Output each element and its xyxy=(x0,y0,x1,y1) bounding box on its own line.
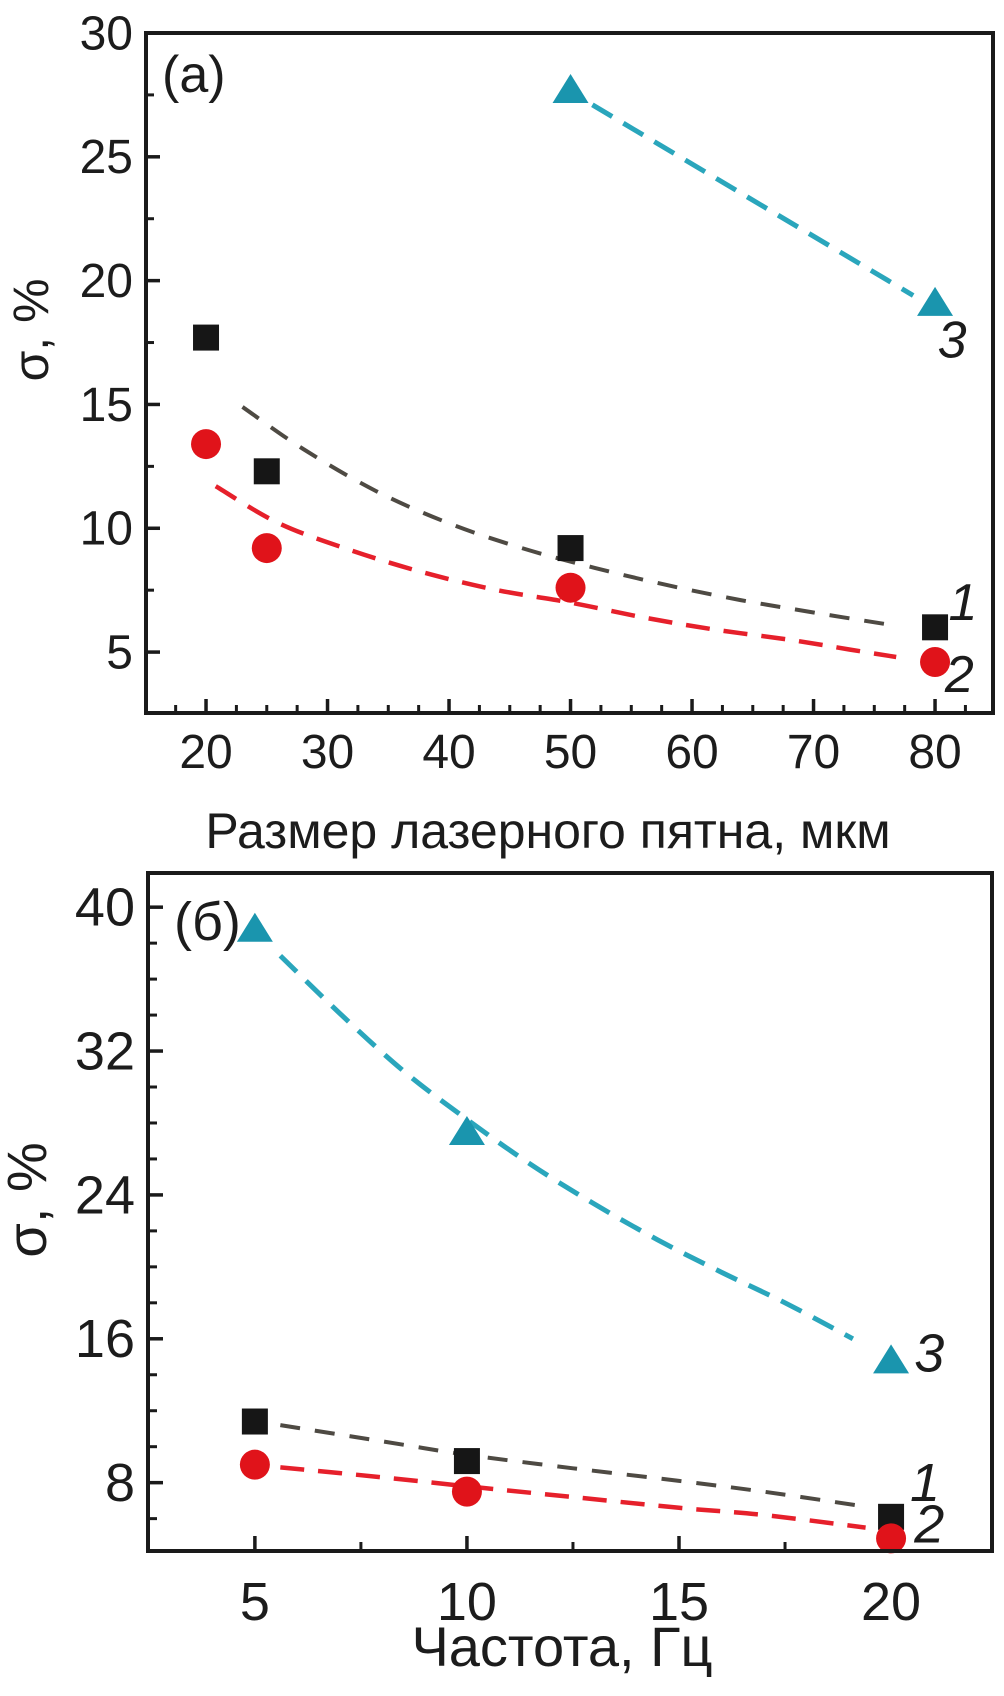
y-tick-label: 16 xyxy=(75,1309,135,1369)
y-tick-label: 15 xyxy=(80,379,133,432)
x-tick-label: 30 xyxy=(301,726,354,779)
x-tick-label: 80 xyxy=(908,726,961,779)
y-axis-label: σ, % xyxy=(0,1142,58,1257)
data-point-circle xyxy=(920,646,951,677)
trend-line xyxy=(280,1423,862,1508)
data-point-triangle xyxy=(448,1115,485,1145)
data-point-triangle xyxy=(873,1344,910,1374)
data-point-circle xyxy=(239,1449,270,1480)
x-tick-label: 15 xyxy=(649,1572,709,1632)
chart-panel-(a): 20 30 40 50 60 70 80 5 10 15 20 25 30 1 2 3 (a) Размер ла… xyxy=(3,7,995,859)
data-point-circle xyxy=(876,1523,907,1554)
data-point-square xyxy=(922,614,949,641)
x-tick-label: 50 xyxy=(544,726,597,779)
data-point-circle xyxy=(251,533,282,564)
series-3-triangle xyxy=(552,73,954,316)
y-axis-label: σ, % xyxy=(3,278,59,381)
y-tick-label: 5 xyxy=(106,626,133,679)
plot-frame xyxy=(144,31,995,715)
data-point-circle xyxy=(555,572,586,603)
y-tick-label: 40 xyxy=(75,878,135,938)
plot-frame xyxy=(146,871,994,1553)
y-tick-label: 24 xyxy=(75,1165,135,1225)
series-2-circle xyxy=(191,429,951,677)
panel-label: (б) xyxy=(174,892,241,952)
y-tick-label: 20 xyxy=(80,255,133,308)
series-number-label: 2 xyxy=(944,646,974,704)
x-axis-label: Размер лазерного пятна, мкм xyxy=(205,803,890,859)
x-tick-label: 20 xyxy=(861,1572,921,1632)
series-number-label: 3 xyxy=(914,1324,944,1384)
y-tick-label: 10 xyxy=(80,503,133,556)
y-tick-label: 8 xyxy=(105,1453,135,1513)
x-tick-label: 60 xyxy=(665,726,718,779)
data-point-circle xyxy=(191,429,222,460)
x-tick-label: 70 xyxy=(787,726,840,779)
x-tick-label: 10 xyxy=(437,1572,497,1632)
series-number-label: 2 xyxy=(913,1494,944,1554)
data-point-square xyxy=(193,324,220,351)
x-tick-label: 5 xyxy=(240,1572,270,1632)
data-point-square xyxy=(557,535,584,562)
series-1-square xyxy=(241,1408,905,1530)
x-axis-label: Частота, Гц xyxy=(411,1615,712,1678)
series-2-circle xyxy=(239,1449,907,1554)
series-number-label: 1 xyxy=(949,574,978,632)
trend-line xyxy=(241,405,891,627)
trend-line xyxy=(280,1465,866,1530)
x-tick-label: 40 xyxy=(422,726,475,779)
data-point-square xyxy=(241,1408,268,1435)
y-tick-label: 30 xyxy=(80,7,133,60)
series-1-square xyxy=(193,324,949,641)
panel-label: (a) xyxy=(162,46,226,104)
data-point-circle xyxy=(451,1476,482,1507)
data-point-square xyxy=(253,458,280,485)
trend-line xyxy=(214,484,897,660)
trend-line xyxy=(591,102,915,298)
data-point-triangle xyxy=(552,73,589,103)
trend-line xyxy=(278,953,855,1342)
data-point-triangle xyxy=(917,286,954,316)
data-point-square xyxy=(453,1448,480,1475)
y-tick-label: 25 xyxy=(80,131,133,184)
series-3-triangle xyxy=(236,912,910,1374)
series-number-label: 1 xyxy=(910,1453,940,1513)
y-tick-label: 32 xyxy=(75,1021,135,1081)
chart-panel-(б): 5 10 15 20 8 16 24 32 40 12 3 (б) Частота, Гц σ, % xyxy=(0,871,994,1678)
x-tick-label: 20 xyxy=(179,726,232,779)
data-point-triangle xyxy=(236,912,273,942)
series-number-label: 3 xyxy=(938,312,967,370)
